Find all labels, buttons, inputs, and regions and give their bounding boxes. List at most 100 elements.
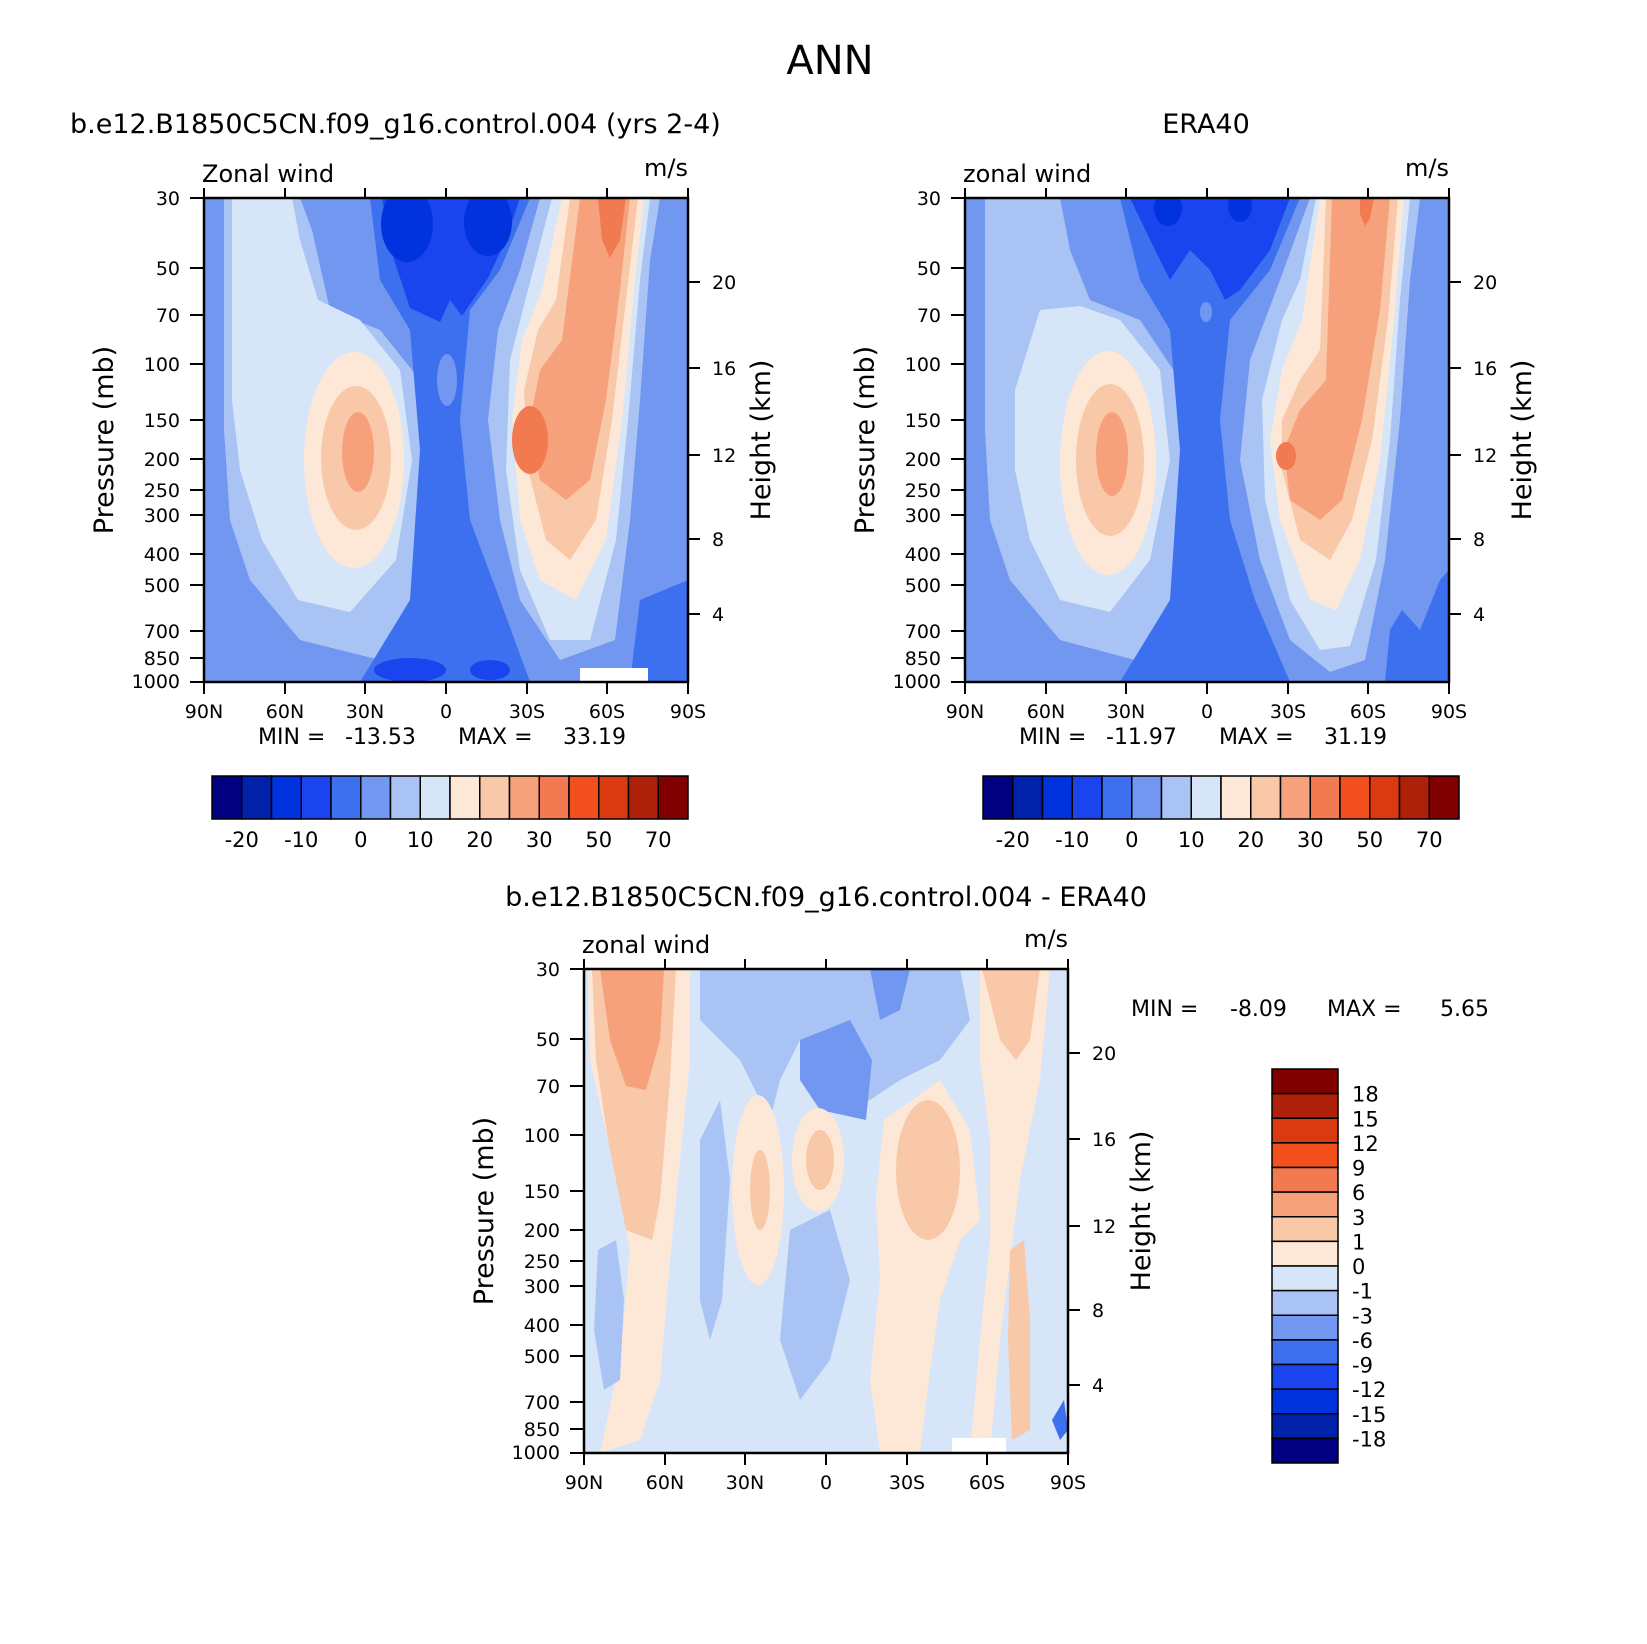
height-tick-16: 16 [1092, 1129, 1116, 1151]
y-ticks-right: 20 16 12 8 4 [712, 272, 736, 626]
y-tick-marks-left [570, 968, 584, 1454]
height-tick-16: 16 [712, 358, 736, 380]
y-tick-marks-right [688, 281, 700, 615]
y-axis-label: Pressure (mb) [89, 346, 120, 534]
y-tick-200: 200 [144, 449, 180, 471]
y-tick-150: 150 [144, 410, 180, 432]
x-tick-90s: 90S [1050, 1472, 1086, 1494]
field-label: zonal wind [582, 931, 710, 959]
colorbar-swatch [1271, 1413, 1339, 1440]
contour-jet-nh-core [1096, 412, 1128, 496]
y-tick-70: 70 [917, 305, 941, 327]
contour-easterly-core-s [1228, 198, 1252, 222]
contour-jet-nh-core [342, 412, 374, 492]
y-tick-200: 200 [524, 1220, 560, 1242]
colorbar-label: -20 [225, 828, 259, 852]
height-tick-20: 20 [712, 272, 736, 294]
min-max-readout: MIN = -13.53 MAX = 33.19 [258, 725, 626, 750]
x-tick-60n: 60N [1027, 701, 1065, 723]
colorbar-swatch [1271, 1437, 1339, 1464]
colorbar-swatch [627, 775, 659, 820]
y-tick-300: 300 [524, 1276, 560, 1298]
colorbar-label: 0 [1352, 1255, 1365, 1279]
panel-title: ERA40 [1162, 109, 1250, 140]
y-tick-1000: 1000 [893, 671, 941, 693]
y-axis-label-right: Height (km) [1126, 1131, 1157, 1292]
x-tick-60s: 60S [969, 1472, 1005, 1494]
colorbar-label: -6 [1352, 1329, 1373, 1353]
colorbar-swatch [1071, 775, 1103, 820]
y-tick-300: 300 [905, 505, 941, 527]
contour-field [584, 969, 1068, 1453]
y-tick-marks-left [951, 197, 965, 683]
colorbar-swatch [1271, 1314, 1339, 1341]
colorbar: -20 -10 0 10 20 30 50 70 [211, 775, 689, 852]
contour-jet-sh-core [512, 406, 548, 474]
colorbar-swatch [598, 775, 630, 820]
x-tick-90n: 90N [946, 701, 984, 723]
y-tick-850: 850 [524, 1419, 560, 1441]
x-tick-30n: 30N [346, 701, 384, 723]
contour-missing-data [952, 1438, 1006, 1453]
colorbar-swatch [1271, 1216, 1339, 1243]
y-tick-1000: 1000 [512, 1442, 560, 1464]
colorbar-swatch [1271, 1339, 1339, 1366]
x-tick-30s: 30S [509, 701, 545, 723]
colorbar-label: 15 [1352, 1107, 1379, 1131]
contour-pos-65s [1008, 1240, 1030, 1440]
colorbar-label: 12 [1352, 1132, 1379, 1156]
colorbar-label: -12 [1352, 1378, 1386, 1402]
colorbar-label: 6 [1352, 1181, 1365, 1205]
contour-band-tropics [1120, 198, 1300, 682]
colorbar-swatch [419, 775, 451, 820]
min-value: -13.53 [345, 725, 416, 750]
x-tick-30s: 30S [1270, 701, 1306, 723]
y-tick-50: 50 [536, 1029, 560, 1051]
colorbar-label: 30 [526, 828, 553, 852]
units-label: m/s [1024, 925, 1068, 953]
min-max-readout: MIN = -11.97 MAX = 31.19 [1019, 725, 1387, 750]
colorbar-label: -1 [1352, 1280, 1373, 1304]
colorbar-label: -20 [996, 828, 1030, 852]
colorbar-swatch [1101, 775, 1133, 820]
contour-missing-data [580, 668, 648, 682]
contour-pos-60s [970, 969, 1050, 1453]
y-axis-label: Pressure (mb) [469, 1117, 500, 1305]
field-label: zonal wind [963, 160, 1091, 188]
y-tick-1000: 1000 [132, 671, 180, 693]
y-tick-150: 150 [524, 1181, 560, 1203]
contour-pos-nh-6 [600, 969, 664, 1090]
x-tick-0: 0 [820, 1472, 832, 1494]
height-tick-4: 4 [1092, 1375, 1104, 1397]
colorbar-swatch [1271, 1092, 1339, 1119]
y-tick-400: 400 [144, 544, 180, 566]
units-label: m/s [644, 154, 688, 182]
colorbar-swatch [1131, 775, 1163, 820]
y-ticks-right: 20 16 12 8 4 [1473, 272, 1497, 626]
colorbar-swatch [1271, 1142, 1339, 1169]
contour-jet-sh-30 [530, 198, 630, 500]
y-tick-marks-right [1449, 281, 1461, 615]
colorbar-swatch [360, 775, 392, 820]
x-tick-90n: 90N [185, 701, 223, 723]
y-ticks-left: 30 50 70 100 150 200 250 300 400 500 700… [132, 188, 180, 693]
x-ticks: 90N 60N 30N 0 30S 60S 90S [946, 701, 1467, 723]
max-label: MAX = [1327, 997, 1402, 1022]
colorbar-swatch [508, 775, 540, 820]
contour-strat-jet [598, 198, 626, 258]
y-tick-250: 250 [524, 1251, 560, 1273]
colorbar-swatch [1279, 775, 1311, 820]
colorbar-swatch [1190, 775, 1222, 820]
colorbar-swatch [330, 775, 362, 820]
colorbar-label: -3 [1352, 1304, 1373, 1328]
y-ticks-left: 30 50 70 100 150 200 250 300 400 500 700… [512, 959, 560, 1464]
contour-antarctic [1385, 570, 1449, 682]
colorbar-label: 1 [1352, 1230, 1365, 1254]
panel-model: b.e12.B1850C5CN.f09_g16.control.004 (yrs… [70, 109, 777, 852]
height-tick-4: 4 [712, 604, 724, 626]
main-title: ANN [786, 38, 873, 84]
colorbar-swatch [1271, 1363, 1339, 1390]
colorbar-swatch [982, 775, 1014, 820]
min-value: -11.97 [1106, 725, 1177, 750]
units-label: m/s [1405, 154, 1449, 182]
